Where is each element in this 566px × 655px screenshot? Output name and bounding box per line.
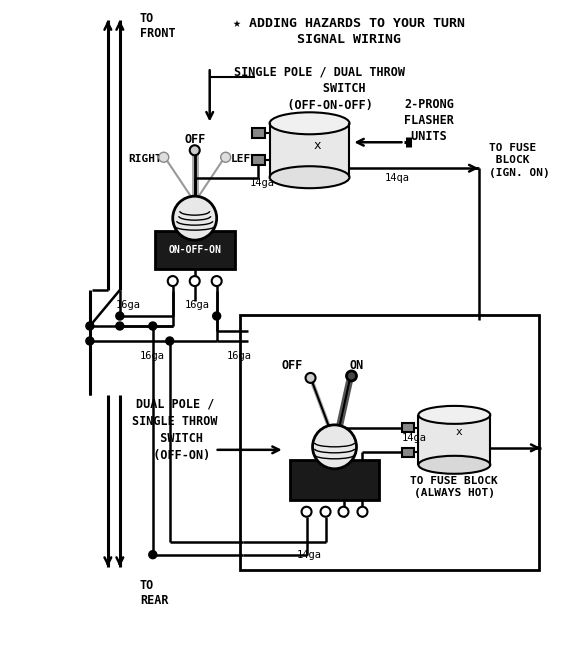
Bar: [402, 423, 414, 432]
Circle shape: [346, 371, 357, 381]
Text: 16ga: 16ga: [140, 351, 165, 361]
Text: OFF: OFF: [184, 133, 205, 146]
Text: 2-PRONG
FLASHER
 UNITS: 2-PRONG FLASHER UNITS: [405, 98, 454, 143]
Circle shape: [86, 322, 94, 330]
Text: x: x: [456, 427, 463, 437]
Circle shape: [116, 312, 124, 320]
Circle shape: [338, 507, 349, 517]
Circle shape: [190, 276, 200, 286]
Bar: [418, 415, 490, 465]
Text: ON: ON: [349, 360, 363, 373]
Text: DUAL POLE /
SINGLE THROW
  SWITCH
  (OFF-ON): DUAL POLE / SINGLE THROW SWITCH (OFF-ON): [132, 398, 217, 462]
Text: RIGHT: RIGHT: [128, 154, 162, 164]
Ellipse shape: [269, 166, 349, 188]
Bar: [239, 315, 539, 570]
Bar: [269, 122, 349, 178]
Text: TO
FRONT: TO FRONT: [140, 12, 175, 41]
FancyBboxPatch shape: [290, 460, 379, 500]
Text: 14ga: 14ga: [250, 178, 275, 188]
Text: OFF: OFF: [282, 360, 303, 373]
Text: ON-OFF-ON: ON-OFF-ON: [168, 245, 221, 255]
Circle shape: [166, 337, 174, 345]
Text: ★ ADDING HAZARDS TO YOUR TURN: ★ ADDING HAZARDS TO YOUR TURN: [234, 18, 465, 30]
Circle shape: [320, 507, 331, 517]
Bar: [402, 448, 414, 457]
Text: x: x: [314, 139, 321, 152]
Circle shape: [149, 322, 157, 330]
Text: 16ga: 16ga: [185, 300, 210, 310]
FancyBboxPatch shape: [155, 231, 235, 269]
Circle shape: [86, 337, 94, 345]
Circle shape: [312, 425, 357, 469]
Text: SIGNAL WIRING: SIGNAL WIRING: [298, 33, 401, 47]
Text: 16ga: 16ga: [116, 300, 141, 310]
Circle shape: [302, 507, 311, 517]
Circle shape: [213, 312, 221, 320]
Circle shape: [116, 322, 124, 330]
Circle shape: [358, 507, 367, 517]
Circle shape: [221, 152, 231, 162]
Circle shape: [159, 152, 169, 162]
Text: 14ga: 14ga: [402, 433, 427, 443]
Circle shape: [173, 196, 217, 240]
Circle shape: [168, 276, 178, 286]
Ellipse shape: [418, 456, 490, 474]
Circle shape: [190, 145, 200, 155]
Text: LEFT: LEFT: [231, 154, 258, 164]
Circle shape: [149, 551, 157, 559]
Text: 16ga: 16ga: [226, 351, 252, 361]
Text: TO FUSE
 BLOCK
(IGN. ON): TO FUSE BLOCK (IGN. ON): [489, 143, 550, 178]
Text: TO
REAR: TO REAR: [140, 578, 168, 607]
Circle shape: [212, 276, 222, 286]
Circle shape: [306, 373, 315, 383]
Bar: [252, 128, 265, 138]
Text: TO FUSE BLOCK
(ALWAYS HOT): TO FUSE BLOCK (ALWAYS HOT): [410, 476, 498, 498]
Text: SINGLE POLE / DUAL THROW
       SWITCH
   (OFF-ON-OFF): SINGLE POLE / DUAL THROW SWITCH (OFF-ON-…: [234, 66, 405, 113]
Ellipse shape: [418, 406, 490, 424]
Text: 14qa: 14qa: [384, 173, 409, 183]
Bar: [252, 155, 265, 165]
Ellipse shape: [269, 112, 349, 134]
Text: 14ga: 14ga: [297, 550, 322, 559]
